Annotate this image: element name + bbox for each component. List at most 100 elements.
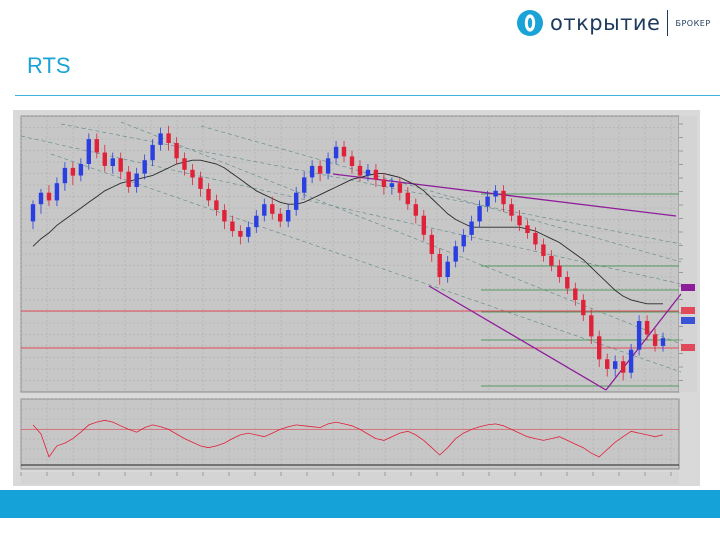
oscillator-line <box>32 419 664 458</box>
candle-body <box>381 179 387 187</box>
candle-body <box>309 165 315 178</box>
candle-body <box>190 169 195 178</box>
price-axis-marker <box>681 344 695 351</box>
candle-body <box>158 133 163 145</box>
candle-body <box>589 315 594 337</box>
channel-line <box>60 123 682 245</box>
candle-body <box>294 192 299 210</box>
candle-body <box>644 321 650 335</box>
price-axis-marker <box>681 307 695 314</box>
candle-body <box>302 177 307 193</box>
candle-body <box>389 183 395 187</box>
candle-body <box>445 261 450 277</box>
candle-body <box>605 359 610 369</box>
candle-body <box>493 190 498 197</box>
candle-body <box>78 164 84 176</box>
candle-body <box>557 265 562 277</box>
brand-separator <box>667 10 669 36</box>
candle-body <box>397 183 403 193</box>
candle-body <box>533 232 538 245</box>
candle-body <box>206 188 211 201</box>
candle-body <box>70 167 76 176</box>
candles <box>30 125 666 381</box>
candle-body <box>118 158 123 172</box>
candle-body <box>373 169 379 180</box>
fibonacci-levels <box>481 193 679 387</box>
candle-body <box>317 165 323 174</box>
candle-body <box>597 336 602 360</box>
candle-body <box>238 231 243 237</box>
brand-emblem-icon <box>516 9 544 37</box>
candle-body <box>46 192 52 201</box>
time-axis <box>21 472 679 484</box>
grid <box>20 115 679 469</box>
axis-ticks <box>20 123 695 476</box>
candle-body <box>278 213 283 222</box>
candle-body <box>652 334 658 346</box>
candle-body <box>461 234 466 247</box>
channel-line <box>50 153 682 373</box>
candle-body <box>270 204 275 214</box>
candle-body <box>134 173 139 187</box>
oscillator-panel <box>20 398 680 470</box>
candle-body <box>429 234 434 254</box>
candle-body <box>262 204 267 216</box>
candle-body <box>54 183 60 201</box>
candle-body <box>62 167 68 184</box>
candle-body <box>621 361 626 373</box>
candle-body <box>246 227 251 237</box>
brand-sub: БРОКЕР <box>675 18 711 28</box>
candle-body <box>509 204 514 216</box>
candle-body <box>30 204 36 222</box>
candle-body <box>222 210 227 222</box>
candle-body <box>501 190 506 205</box>
candle-body <box>150 144 155 161</box>
candle-body <box>628 349 634 373</box>
candle-body <box>38 192 44 205</box>
candle-body <box>286 210 291 222</box>
trend-line-support <box>428 285 607 391</box>
candle-body <box>214 200 219 210</box>
price-axis-marker <box>681 284 695 291</box>
slide-title: RTS <box>27 53 71 78</box>
candle-body <box>453 246 458 262</box>
candle-body <box>325 158 331 174</box>
candle-body <box>110 158 115 166</box>
candle-body <box>182 158 187 170</box>
candle-body <box>365 169 371 176</box>
candle-body <box>565 277 570 289</box>
candle-body <box>477 206 482 222</box>
candle-body <box>660 338 666 346</box>
candle-body <box>405 192 410 205</box>
candle-body <box>166 133 171 143</box>
candle-body <box>349 156 355 166</box>
candle-body <box>126 171 131 187</box>
trend-channels <box>20 121 682 373</box>
header-divider <box>15 95 720 96</box>
candle-body <box>413 204 418 216</box>
candle-body <box>142 160 147 174</box>
candle-body <box>174 143 179 159</box>
candle-body <box>525 225 530 233</box>
candle-body <box>581 299 586 316</box>
horizontal-levels <box>21 310 679 349</box>
candle-body <box>254 215 259 228</box>
candle-body <box>102 152 107 166</box>
candle-body <box>469 221 474 235</box>
channel-line <box>20 135 682 285</box>
channel-line <box>120 121 682 345</box>
candle-body <box>94 139 99 153</box>
candle-body <box>636 321 642 350</box>
brand-name: открытие <box>550 11 661 35</box>
candle-body <box>341 146 347 157</box>
candle-body <box>613 361 618 369</box>
candle-body <box>549 255 554 266</box>
trend-line-rebound <box>605 293 682 391</box>
candle-body <box>198 177 203 189</box>
candle-body <box>421 215 426 235</box>
candle-body <box>573 288 578 300</box>
candle-body <box>485 196 490 207</box>
candle-body <box>230 221 235 232</box>
oscillator <box>21 419 679 466</box>
candle-body <box>517 215 522 226</box>
